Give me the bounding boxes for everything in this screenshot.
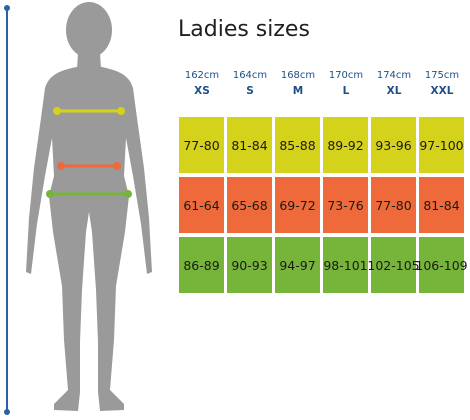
height-label: 164cm (232, 70, 268, 81)
woman-silhouette-icon (26, 2, 152, 411)
column-header-s: 164cm S (226, 70, 274, 98)
size-label: XXL (430, 85, 454, 97)
hip-measure-dot-left (46, 190, 54, 198)
hip-cell-xxl: 106-109 (415, 237, 468, 293)
waist-cell-s: 65-68 (227, 177, 272, 233)
bust-cell-s: 81-84 (227, 117, 272, 173)
size-label: L (342, 85, 350, 97)
chart-title: Ladies sizes (178, 17, 310, 42)
hip-cell-xl: 102-105 (367, 237, 420, 293)
waist-cell-m: 69-72 (275, 177, 320, 233)
bust-cell-xxl: 97-100 (419, 117, 464, 173)
hip-cell-s: 90-93 (227, 237, 272, 293)
column-header-l: 170cm L (322, 70, 370, 98)
column-header-m: 168cm M (274, 70, 322, 98)
bust-measure-dot-right (117, 107, 125, 115)
height-line-top-dot (4, 5, 10, 11)
size-label: XL (386, 85, 402, 97)
waist-cell-xs: 61-64 (179, 177, 224, 233)
waist-measure-dot-right (113, 162, 121, 170)
column-header-xs: 162cm XS (178, 70, 226, 98)
height-label: 174cm (376, 70, 412, 81)
height-line-bottom-dot (4, 409, 10, 415)
bust-cell-l: 89-92 (323, 117, 368, 173)
size-label: XS (194, 85, 210, 97)
waist-cell-xl: 77-80 (371, 177, 416, 233)
size-label: M (292, 85, 304, 97)
bust-cell-m: 85-88 (275, 117, 320, 173)
waist-cell-xxl: 81-84 (419, 177, 464, 233)
height-label: 175cm (424, 70, 460, 81)
column-header-xl: 174cm XL (370, 70, 418, 98)
height-label: 170cm (328, 70, 364, 81)
hip-cell-l: 98-101 (323, 237, 368, 293)
hip-cell-m: 94-97 (275, 237, 320, 293)
height-label: 162cm (184, 70, 220, 81)
bust-cell-xl: 93-96 (371, 117, 416, 173)
hip-cell-xs: 86-89 (179, 237, 224, 293)
waist-measure-dot-left (57, 162, 65, 170)
bust-measure-dot-left (53, 107, 61, 115)
height-label: 168cm (280, 70, 316, 81)
size-label: S (246, 85, 254, 97)
waist-cell-l: 73-76 (323, 177, 368, 233)
hip-measure-dot-right (124, 190, 132, 198)
column-header-xxl: 175cm XXL (418, 70, 466, 98)
bust-cell-xs: 77-80 (179, 117, 224, 173)
